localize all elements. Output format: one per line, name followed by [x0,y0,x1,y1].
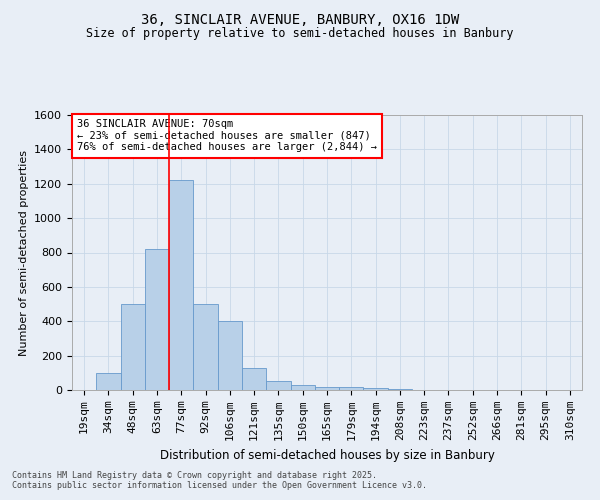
Bar [96,373,121,390]
Bar [364,388,388,390]
Text: 36, SINCLAIR AVENUE, BANBURY, OX16 1DW: 36, SINCLAIR AVENUE, BANBURY, OX16 1DW [141,12,459,26]
Bar [242,368,266,390]
Bar [218,322,242,390]
Bar [266,382,290,390]
Bar [315,386,339,390]
Y-axis label: Number of semi-detached properties: Number of semi-detached properties [19,150,29,356]
Bar [339,388,364,390]
X-axis label: Distribution of semi-detached houses by size in Banbury: Distribution of semi-detached houses by … [160,448,494,462]
Text: Contains HM Land Registry data © Crown copyright and database right 2025.
Contai: Contains HM Land Registry data © Crown c… [12,470,427,490]
Bar [145,249,169,390]
Text: Size of property relative to semi-detached houses in Banbury: Size of property relative to semi-detach… [86,28,514,40]
Bar [193,304,218,390]
Bar [121,304,145,390]
Text: 36 SINCLAIR AVENUE: 70sqm
← 23% of semi-detached houses are smaller (847)
76% of: 36 SINCLAIR AVENUE: 70sqm ← 23% of semi-… [77,119,377,152]
Bar [290,385,315,390]
Bar [169,180,193,390]
